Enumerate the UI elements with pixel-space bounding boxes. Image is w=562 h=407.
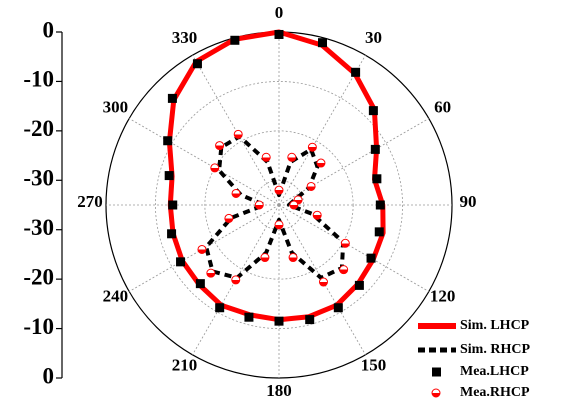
square-marker [370,144,380,154]
circle-marker [231,188,241,198]
square-marker [167,229,177,239]
square-marker [305,315,315,325]
circle-marker [215,141,225,151]
circle-marker [287,152,297,162]
angle-label: 120 [430,286,456,305]
circle-marker [260,253,270,263]
square-marker [274,316,284,326]
square-marker [317,38,327,48]
legend-label: Mea.LHCP [460,364,529,379]
grid-spoke [278,204,366,356]
grid-circle [204,130,354,280]
angle-label: 240 [103,286,129,305]
square-marker [176,257,186,267]
angle-label: 210 [172,356,198,375]
circle-marker [316,158,326,168]
legend-swatch [431,388,441,398]
angle-label: 300 [103,97,129,116]
circle-marker [233,129,243,139]
square-marker [366,253,376,263]
radial-label: -30 [23,215,54,240]
circle-marker [274,185,284,195]
radial-label: -10 [23,67,54,92]
grid-spoke [278,204,430,292]
sim-line [166,29,386,323]
circle-marker [318,277,328,287]
square-marker [164,171,174,181]
circle-marker [206,268,216,278]
angle-label: 60 [434,97,451,116]
square-marker [372,174,382,184]
radial-label: -20 [23,264,54,289]
radial-label: -10 [23,314,54,339]
square-marker [354,280,364,290]
circle-marker [307,142,317,152]
radial-label: 0 [43,363,55,388]
angle-label: 150 [361,356,387,375]
square-marker [167,93,177,103]
circle-marker [197,244,207,254]
circle-marker [261,152,271,162]
angle-label: 90 [460,192,477,211]
circle-marker [288,253,298,263]
circle-marker [254,200,264,210]
marker-series [163,29,385,326]
square-marker [168,200,178,210]
legend-label: Sim. RHCP [460,342,530,357]
radial-label: 0 [43,17,55,42]
grid-spoke [128,204,280,292]
grid-spoke [192,54,280,206]
angle-label: 330 [172,28,198,47]
radial-label: -30 [23,166,54,191]
circle-marker [274,220,284,230]
circle-marker [289,200,299,210]
grid-spoke [192,204,280,356]
grid-spoke [278,118,430,206]
grid-spoke [278,54,366,206]
square-marker [368,106,378,116]
angle-label: 30 [365,28,382,47]
square-marker [374,227,384,237]
square-marker [215,303,225,313]
circle-marker [224,213,234,223]
circle-marker [306,181,316,191]
square-marker [244,312,254,322]
radial-label: -20 [23,116,54,141]
square-marker [375,200,385,210]
square-marker [195,279,205,289]
legend-label: Sim. LHCP [460,318,530,333]
square-marker [192,59,202,69]
circle-marker [210,163,220,173]
grid-spoke [128,118,280,206]
circle-marker [339,265,349,275]
grid-circle [155,81,403,329]
marker-series [197,129,350,287]
legend-label: Mea.RHCP [460,385,530,400]
circle-marker [340,238,350,248]
legend-swatch [432,367,441,377]
square-marker [333,303,343,313]
square-marker [230,35,240,45]
angle-label: 270 [77,192,103,211]
square-marker [351,67,361,77]
square-marker [163,136,173,146]
angle-label: 0 [275,3,284,22]
circle-marker [312,210,322,220]
angle-label: 180 [266,381,292,400]
square-marker [274,29,284,39]
circle-marker [231,275,241,285]
